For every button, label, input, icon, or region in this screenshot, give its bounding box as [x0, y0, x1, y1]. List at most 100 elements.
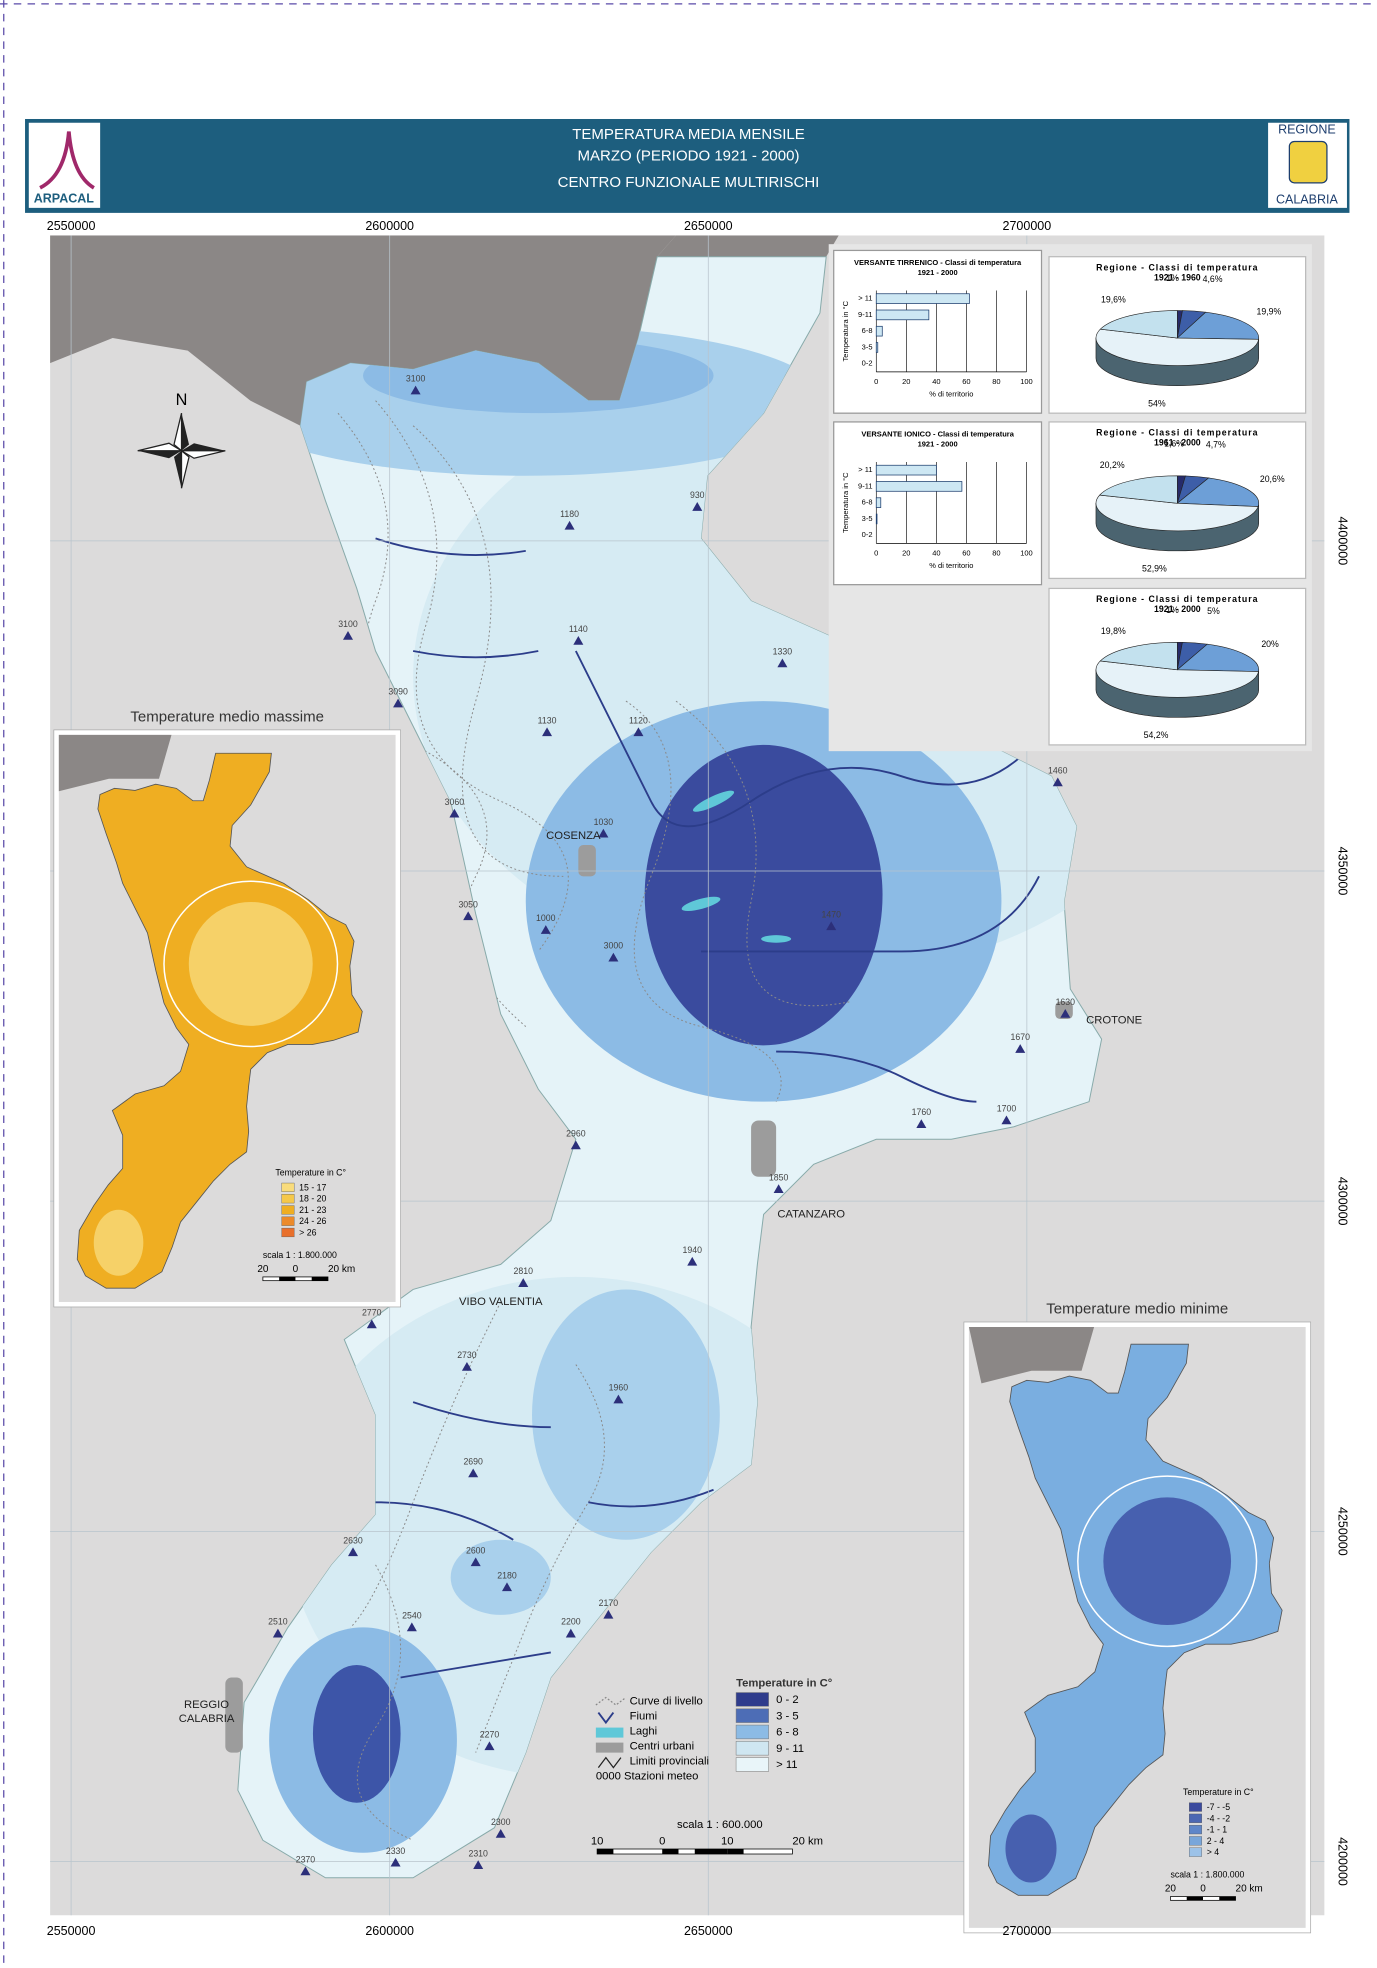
x-tick-label: 40: [932, 377, 940, 386]
outer-land: [58, 734, 172, 792]
legend-swatch: [735, 1692, 769, 1707]
station-marker: [518, 1278, 529, 1287]
scale-tick: 20: [1165, 1884, 1177, 1895]
station-label: 1850: [769, 1172, 789, 1182]
legend-swatch: [1189, 1802, 1202, 1812]
pie-slice: [1176, 477, 1259, 507]
y-tick-label: 9-11: [858, 310, 872, 319]
subtitle: MARZO (PERIODO 1921 - 2000): [578, 148, 800, 165]
station-marker: [608, 952, 619, 962]
chart-subtitle: 1921 - 2000: [918, 268, 958, 277]
lakes: [681, 790, 792, 943]
pie-label: 19,8%: [1101, 626, 1126, 636]
chart-title: VERSANTE IONICO - Classi di temperatura: [861, 429, 1014, 438]
station-marker: [348, 1547, 359, 1557]
legend-swatch: [735, 1757, 769, 1772]
inset-title: Temperature medio minime: [1046, 1300, 1228, 1317]
station-label: 2300: [491, 1817, 511, 1827]
pie-label: 4,7%: [1206, 440, 1226, 450]
zone: [532, 1289, 720, 1540]
logo-text: REGIONE: [1278, 123, 1336, 137]
symbol-label: Centri urbani: [630, 1740, 694, 1752]
station-marker: [916, 1119, 927, 1128]
y-axis-label: Temperatura in °C: [841, 300, 850, 361]
station-label: 1120: [629, 715, 648, 725]
station-label: 2180: [497, 1570, 517, 1580]
legend-label: -4 - -2: [1207, 1813, 1230, 1823]
legend: Temperature in C° 0 - 2 3 - 5 6 - 8 9 - 11 > …: [591, 1678, 833, 1855]
station-marker: [1001, 1115, 1012, 1125]
chart-subtitle: 1921 - 2000: [918, 439, 958, 448]
legend-title: Temperature in C°: [736, 1678, 833, 1690]
city-label: VIBO VALENTIA: [459, 1296, 543, 1308]
symbol-label: Limiti provinciali: [630, 1755, 709, 1767]
station-marker: [501, 1582, 512, 1592]
city-label: CATANZARO: [777, 1208, 845, 1220]
pie-slice: [1098, 475, 1178, 504]
symbol-label: Curve di livello: [630, 1695, 703, 1707]
y-tick-label: 6-8: [862, 498, 873, 507]
bar: [875, 464, 937, 476]
y-tick-label: 3-5: [862, 514, 873, 523]
station-label: 2200: [561, 1617, 581, 1627]
legend-swatch: [281, 1182, 295, 1192]
outer-land: [50, 235, 676, 426]
x-coordinate-label: 2550000: [47, 219, 96, 233]
symbol-label: 0000 Stazioni meteo: [596, 1770, 699, 1782]
x-coordinate-label: 2700000: [1003, 219, 1052, 233]
pie-label: 20%: [1261, 639, 1279, 649]
scale-bar: [1219, 1896, 1236, 1901]
symbol-lake: [595, 1727, 624, 1738]
station-marker: [573, 635, 584, 645]
scale-bar: [662, 1849, 679, 1855]
north-label: N: [176, 391, 188, 409]
scale-tick: 20 km: [328, 1264, 355, 1275]
chart-box: [833, 249, 1043, 414]
logo-text: ARPACAL: [34, 191, 95, 205]
city-label: REGGIO: [184, 1699, 229, 1711]
station-label: 1940: [683, 1245, 703, 1255]
station-marker: [613, 1394, 624, 1404]
chart-box: [833, 421, 1043, 586]
pie-slice: [1099, 641, 1178, 671]
legend-label: 15 - 17: [299, 1182, 326, 1192]
header-band: [25, 118, 1350, 213]
pie-slice: [1099, 310, 1178, 339]
station-marker: [692, 502, 703, 511]
legend-swatch: [281, 1205, 295, 1215]
station-marker: [542, 727, 553, 737]
pie-label: 1%: [1166, 605, 1179, 615]
legend-label: -1 - 1: [1207, 1825, 1228, 1835]
station-marker: [366, 1319, 377, 1329]
station-label: 2270: [480, 1729, 500, 1739]
station-label: 930: [690, 490, 705, 500]
legend-label: 0 - 2: [776, 1694, 799, 1706]
pie-label: 1,6%: [1164, 438, 1184, 448]
pie-slice: [1176, 643, 1259, 672]
symbol-contour: [595, 1696, 627, 1706]
scale-bar: [311, 1276, 328, 1281]
chart-title: Regione - Classi di temperatura: [1096, 594, 1258, 604]
inset-isoline: [163, 880, 339, 1048]
station-marker: [564, 520, 575, 530]
inset-legend-title: Temperature in C°: [1183, 1787, 1254, 1797]
station-marker: [1060, 1009, 1071, 1018]
station-marker: [603, 1609, 614, 1619]
y-tick-label: > 11: [858, 294, 872, 303]
chart-subtitle: 1961 - 2000: [1154, 438, 1201, 448]
x-coordinate-label: 2700000: [1003, 1924, 1052, 1938]
scale-bar: [694, 1849, 728, 1855]
inset-frame-edge: [963, 1321, 1312, 1934]
legend-swatch: [1189, 1825, 1202, 1835]
station-label: 3100: [406, 374, 426, 384]
station-marker: [495, 1828, 506, 1838]
station-marker: [410, 385, 421, 395]
legend-label: 18 - 20: [299, 1194, 326, 1204]
pie-slice: [1095, 660, 1259, 698]
x-coordinate-label: 2550000: [47, 1924, 96, 1938]
x-tick-label: 80: [992, 548, 1000, 557]
station-marker: [393, 698, 404, 708]
bar: [875, 497, 882, 508]
pie-label: 54,2%: [1144, 730, 1169, 740]
bar: [875, 309, 930, 321]
